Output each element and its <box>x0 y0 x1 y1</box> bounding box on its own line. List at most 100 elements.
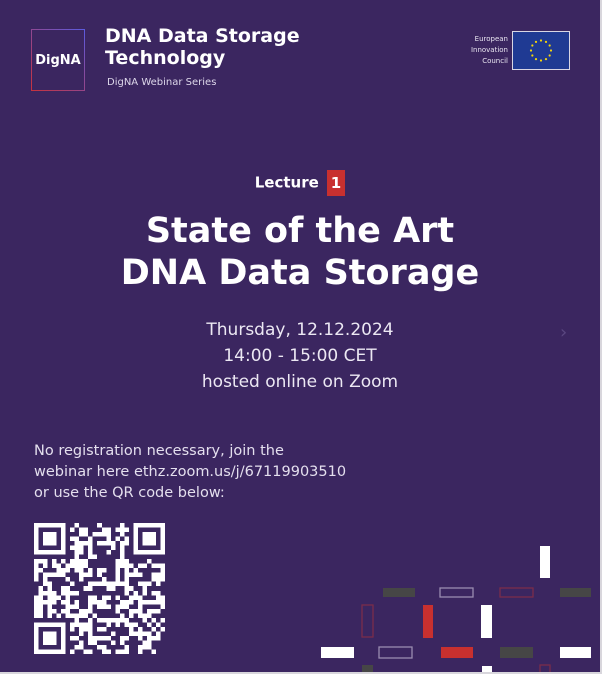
qr-module <box>70 635 75 641</box>
qr-module <box>65 599 71 605</box>
qr-module <box>70 559 75 564</box>
qr-module <box>160 563 165 569</box>
qr-module <box>65 577 71 582</box>
qr-module <box>79 631 84 636</box>
qr-module <box>52 572 57 578</box>
qr-module <box>74 635 80 641</box>
qr-code[interactable] <box>34 523 165 654</box>
qr-module <box>79 572 84 578</box>
qr-module <box>115 536 120 542</box>
qr-module <box>34 613 39 618</box>
qr-module <box>106 595 111 600</box>
qr-module <box>79 550 84 555</box>
qr-module <box>88 622 93 627</box>
qr-module <box>97 572 102 578</box>
qr-module <box>101 595 107 600</box>
decor-block <box>361 604 374 638</box>
qr-module <box>106 635 111 641</box>
qr-module <box>142 631 147 636</box>
qr-module <box>137 644 143 650</box>
qr-module <box>137 563 143 569</box>
qr-module <box>110 541 116 546</box>
qr-module <box>137 613 143 618</box>
qr-module <box>119 649 125 654</box>
qr-module <box>83 527 89 533</box>
qr-module <box>88 541 93 546</box>
qr-module <box>74 613 80 618</box>
qr-module <box>56 572 62 578</box>
qr-module <box>133 631 138 636</box>
qr-module <box>74 536 80 542</box>
star-icon <box>534 58 538 61</box>
qr-module <box>65 613 71 618</box>
qr-module <box>101 644 107 650</box>
decor-block <box>482 666 492 672</box>
qr-module <box>47 613 53 618</box>
qr-module <box>124 617 129 623</box>
qr-module <box>128 595 134 600</box>
qr-module <box>34 563 39 569</box>
chevron-right-icon[interactable]: › <box>560 322 568 343</box>
star-icon <box>548 44 551 47</box>
qr-module <box>74 554 80 560</box>
qr-module <box>119 554 125 560</box>
title-line1: State of the Art <box>145 211 455 251</box>
star-icon <box>531 44 534 47</box>
qr-module <box>146 640 152 645</box>
qr-module <box>65 604 71 609</box>
qr-module <box>101 617 107 623</box>
qr-module <box>124 568 129 573</box>
star-icon <box>548 54 551 57</box>
qr-module <box>119 599 125 605</box>
qr-module <box>38 608 44 614</box>
qr-module <box>137 604 143 609</box>
qr-module <box>119 545 125 551</box>
qr-module <box>101 626 107 632</box>
qr-module <box>101 532 107 537</box>
registration-link[interactable]: webinar here ethz.zoom.us/j/67119903510 <box>34 464 347 480</box>
qr-module <box>110 586 116 591</box>
qr-module <box>106 527 111 533</box>
qr-module <box>124 581 129 587</box>
qr-module <box>146 622 152 627</box>
qr-module <box>83 626 89 632</box>
qr-module <box>160 626 165 632</box>
qr-module <box>92 532 98 537</box>
decor-block <box>423 605 433 638</box>
qr-module <box>43 590 48 596</box>
qr-module <box>61 590 66 596</box>
qr-module <box>70 590 75 596</box>
qr-module <box>79 626 84 632</box>
qr-module <box>92 595 98 600</box>
qr-module <box>115 649 120 654</box>
qr-module <box>70 604 75 609</box>
decor-block <box>378 646 413 659</box>
qr-module <box>38 604 44 609</box>
qr-module <box>101 649 107 654</box>
qr-module <box>110 640 116 645</box>
qr-module <box>43 599 48 605</box>
qr-module <box>137 599 143 605</box>
qr-module <box>74 604 80 609</box>
qr-module <box>70 613 75 618</box>
qr-module <box>142 644 147 650</box>
qr-module <box>160 617 165 623</box>
qr-module <box>110 581 116 587</box>
qr-module <box>124 559 129 564</box>
qr-module <box>142 590 147 596</box>
qr-module <box>97 635 102 641</box>
qr-module <box>88 631 93 636</box>
qr-module <box>47 595 53 600</box>
qr-module <box>119 523 125 528</box>
qr-module <box>160 572 165 578</box>
qr-module <box>74 568 80 573</box>
qr-module <box>38 599 44 605</box>
event-date: Thursday, 12.12.2024 <box>206 320 394 340</box>
qr-module <box>74 523 80 528</box>
qr-module <box>47 599 53 605</box>
qr-module <box>70 626 75 632</box>
qr-module <box>106 604 111 609</box>
qr-module <box>115 581 120 587</box>
qr-module <box>124 577 129 582</box>
qr-module <box>106 617 111 623</box>
